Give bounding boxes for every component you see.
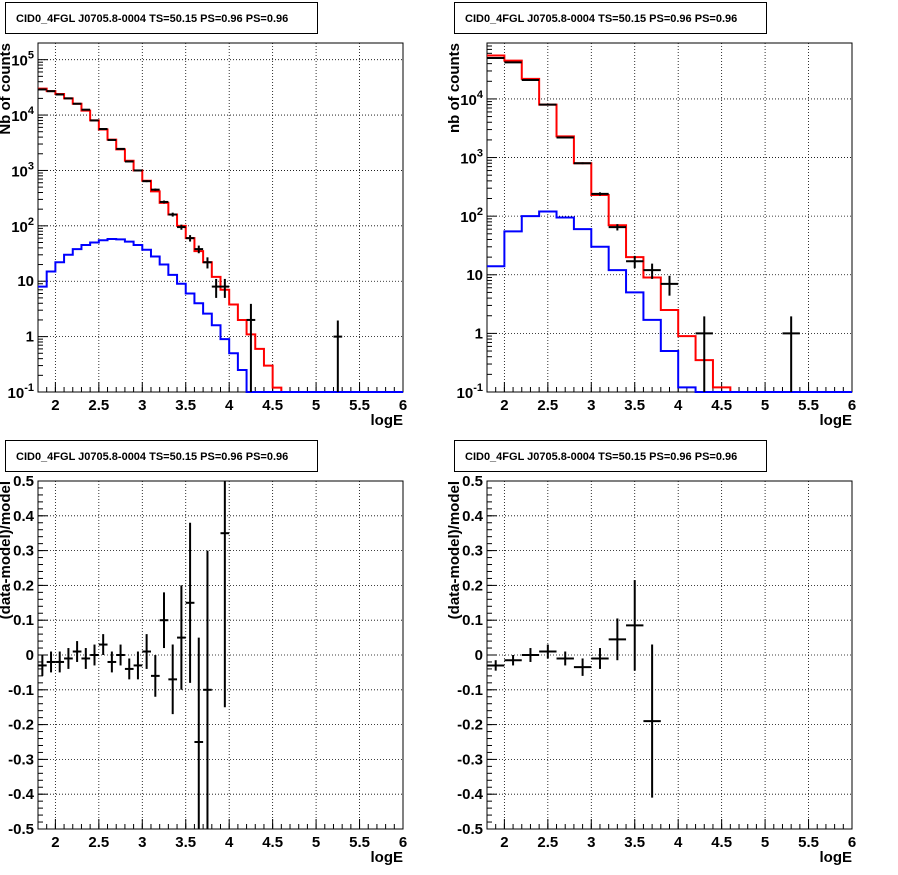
x-tick-label: 5.5 — [798, 397, 819, 414]
y-tick-label: 1 — [26, 329, 34, 346]
x-tick-label: 4.5 — [711, 834, 732, 851]
x-tick-label: 4 — [225, 834, 234, 851]
x-tick-label: 5.5 — [798, 834, 819, 851]
x-tick-label: 3.5 — [175, 834, 196, 851]
plot-frame — [37, 42, 404, 393]
x-tick-label: 3 — [587, 834, 595, 851]
y-tick-label: 10-1 — [8, 382, 34, 402]
x-tick-label: 6 — [399, 397, 407, 414]
x-tick-label: 5.5 — [349, 397, 370, 414]
y-tick-label: -0.1 — [8, 682, 34, 699]
x-tick-label: 2 — [51, 834, 59, 851]
y-tick-label: 102 — [460, 206, 483, 226]
y-tick-label: 105 — [11, 50, 34, 70]
y-axis-label: (data-model)/model — [0, 481, 14, 619]
y-tick-label: 0.2 — [13, 577, 34, 594]
y-tick-label: -0.1 — [457, 682, 483, 699]
y-tick-label: 10 — [17, 273, 34, 290]
x-tick-label: 2.5 — [88, 397, 109, 414]
chart-title-top-right: CID0_4FGL J0705.8-0004 TS=50.15 PS=0.96 … — [454, 2, 767, 34]
x-tick-label: 4 — [674, 834, 683, 851]
y-axis-label: (data-model)/model — [446, 481, 463, 619]
x-axis-label: logE — [371, 412, 404, 429]
x-tick-label: 2.5 — [88, 834, 109, 851]
y-tick-label: -0.3 — [8, 751, 34, 768]
x-tick-label: 5 — [761, 397, 769, 414]
y-tick-label: 0.3 — [462, 543, 483, 560]
y-tick-label: 0.1 — [462, 612, 483, 629]
x-tick-label: 2.5 — [537, 397, 558, 414]
y-tick-label: -0.5 — [8, 821, 34, 838]
x-tick-label: 3.5 — [624, 834, 645, 851]
x-tick-label: 4 — [674, 397, 683, 414]
y-tick-label: 10 — [466, 267, 483, 284]
y-tick-label: 0.4 — [462, 508, 484, 525]
x-tick-label: 4.5 — [262, 397, 283, 414]
y-tick-label: -0.4 — [8, 786, 35, 803]
y-tick-label: 103 — [11, 160, 34, 180]
y-tick-label: 103 — [460, 148, 483, 168]
series-step-line — [38, 237, 403, 393]
y-tick-label: 10-1 — [457, 382, 483, 402]
plot-frame — [486, 42, 853, 393]
chart-title-bottom-right: CID0_4FGL J0705.8-0004 TS=50.15 PS=0.96 … — [454, 440, 767, 472]
y-tick-label: 0.5 — [462, 473, 483, 490]
y-tick-label: 0.2 — [462, 577, 483, 594]
y-tick-label: 0 — [475, 647, 483, 664]
series-step-line — [487, 54, 852, 393]
x-tick-label: 3 — [587, 397, 595, 414]
x-tick-label: 4.5 — [262, 834, 283, 851]
y-tick-label: 104 — [460, 89, 484, 109]
y-tick-label: -0.5 — [457, 821, 483, 838]
y-tick-label: 104 — [11, 105, 35, 125]
y-tick-label: 0.4 — [13, 508, 35, 525]
x-tick-label: 6 — [848, 834, 856, 851]
y-axis-label: nb of counts — [446, 43, 463, 133]
x-tick-label: 5 — [312, 834, 320, 851]
x-tick-label: 4.5 — [711, 397, 732, 414]
y-tick-label: 1 — [475, 325, 483, 342]
x-axis-label: logE — [820, 849, 853, 866]
y-tick-label: -0.2 — [8, 717, 34, 734]
x-tick-label: 2 — [500, 397, 508, 414]
series-step-line — [38, 87, 403, 393]
x-tick-label: 3.5 — [175, 397, 196, 414]
x-tick-label: 6 — [848, 397, 856, 414]
x-tick-label: 5.5 — [349, 834, 370, 851]
plot-frame — [486, 480, 853, 830]
y-tick-label: -0.3 — [457, 751, 483, 768]
x-tick-label: 3.5 — [624, 397, 645, 414]
y-axis-label: Nb of counts — [0, 43, 14, 135]
chart-title-top-left: CID0_4FGL J0705.8-0004 TS=50.15 PS=0.96 … — [5, 2, 318, 34]
y-tick-label: -0.4 — [457, 786, 484, 803]
plot-frame — [37, 480, 404, 830]
x-tick-label: 3 — [138, 834, 146, 851]
y-tick-label: 0.5 — [13, 473, 34, 490]
x-tick-label: 2 — [500, 834, 508, 851]
x-tick-label: 5 — [312, 397, 320, 414]
x-tick-label: 5 — [761, 834, 769, 851]
x-tick-label: 3 — [138, 397, 146, 414]
y-tick-label: 102 — [11, 216, 34, 236]
chart-title-bottom-left: CID0_4FGL J0705.8-0004 TS=50.15 PS=0.96 … — [5, 440, 318, 472]
x-tick-label: 4 — [225, 397, 234, 414]
y-tick-label: 0.1 — [13, 612, 34, 629]
x-tick-label: 2 — [51, 397, 59, 414]
series-step-line — [487, 210, 852, 393]
x-tick-label: 6 — [399, 834, 407, 851]
y-tick-label: -0.2 — [457, 717, 483, 734]
x-axis-label: logE — [820, 412, 853, 429]
x-tick-label: 2.5 — [537, 834, 558, 851]
y-tick-label: 0.3 — [13, 543, 34, 560]
x-axis-label: logE — [371, 849, 404, 866]
y-tick-label: 0 — [26, 647, 34, 664]
